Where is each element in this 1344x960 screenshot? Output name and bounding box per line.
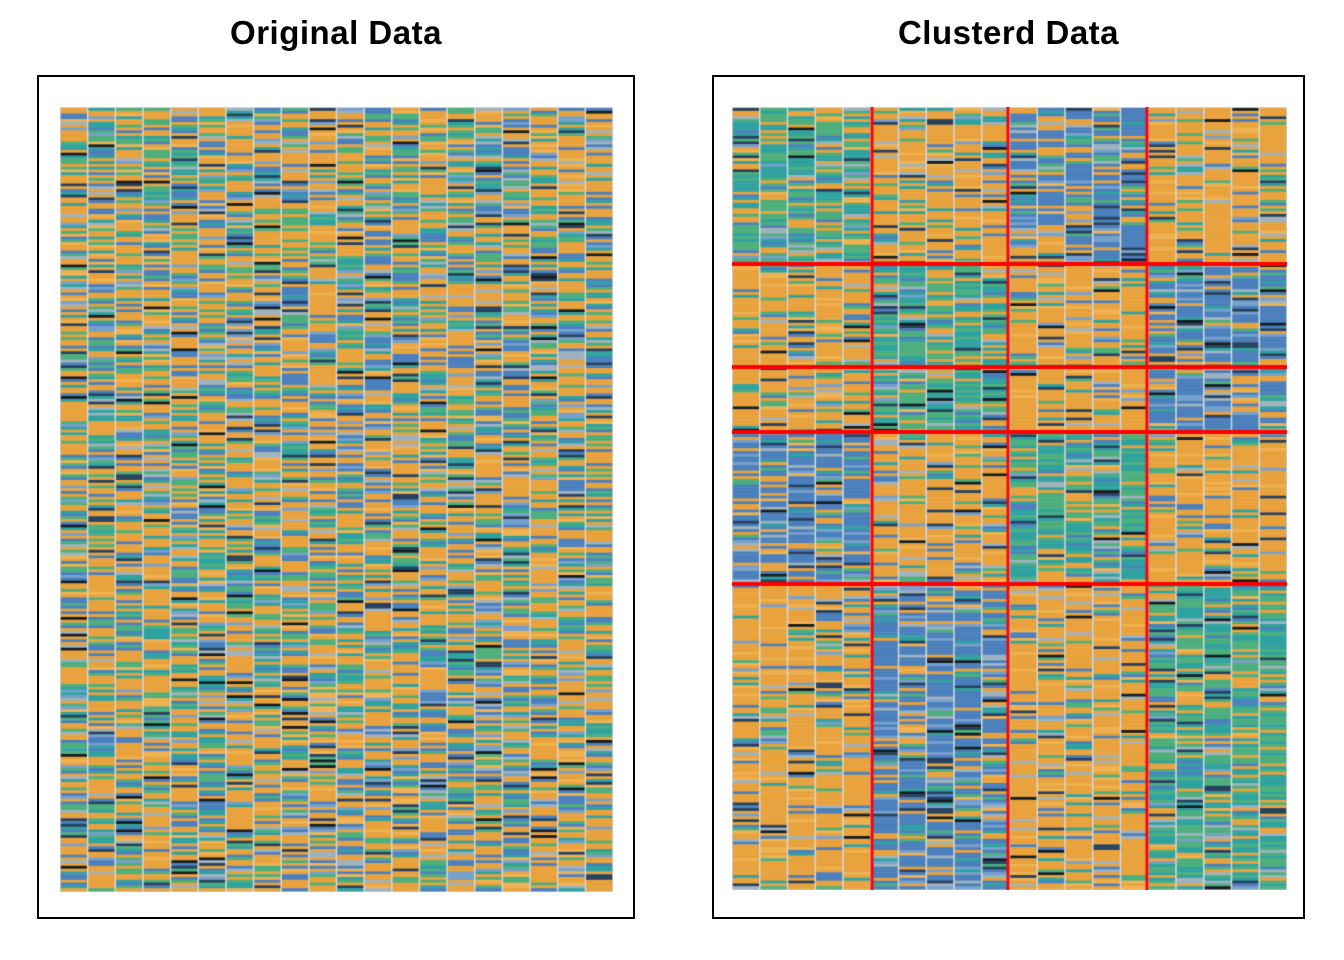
original-data-panel [37,75,635,919]
clustered-data-title: Clusterd Data [897,14,1120,51]
clustered-heatmap-canvas [732,107,1287,890]
clustered-data-panel [712,75,1305,919]
original-heatmap-canvas [60,107,613,892]
original-data-title: Original Data [230,14,442,51]
